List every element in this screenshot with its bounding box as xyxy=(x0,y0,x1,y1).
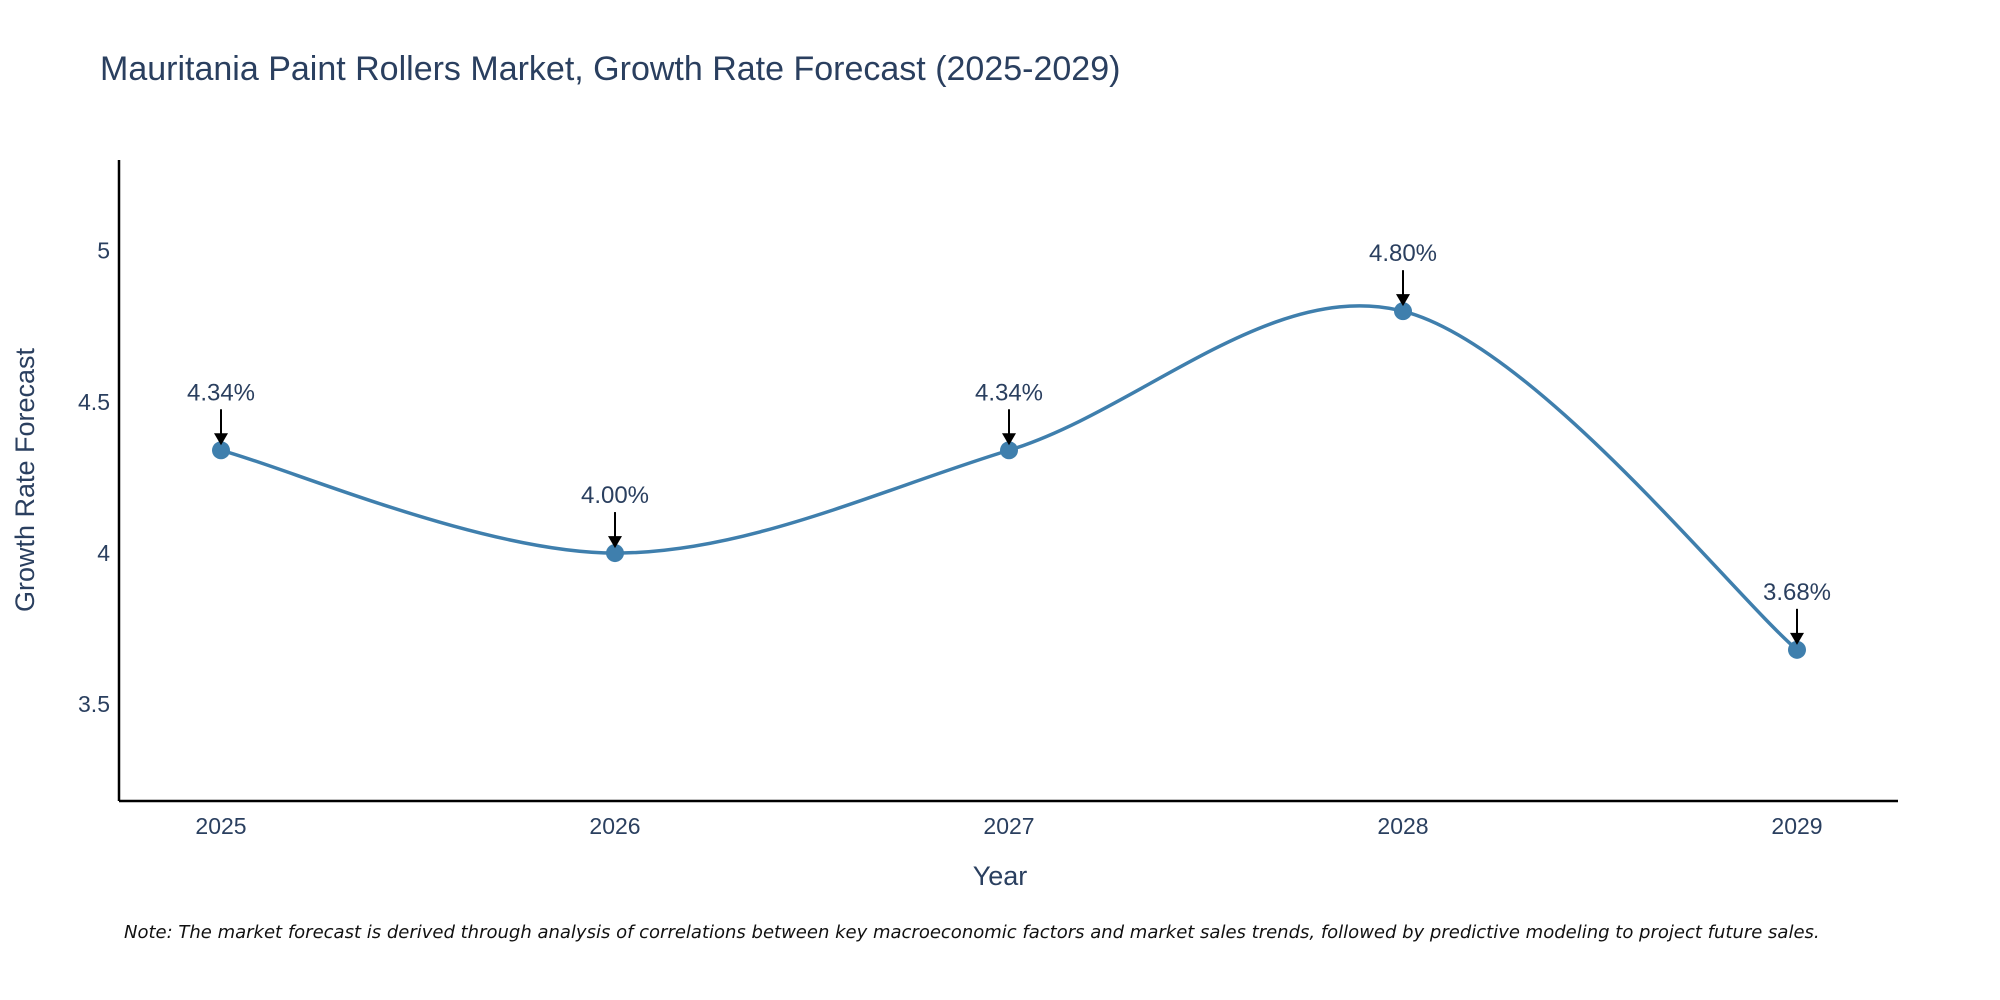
footnote: Note: The market forecast is derived thr… xyxy=(124,922,1820,943)
annotation-arrowhead-2026 xyxy=(608,536,622,549)
y-axis-title: Growth Rate Forecast xyxy=(10,347,40,612)
data-label-2025: 4.34% xyxy=(187,379,255,406)
data-point-2025 xyxy=(212,441,230,460)
y-tick-label: 3.5 xyxy=(78,691,110,717)
annotation-arrowhead-2028 xyxy=(1396,294,1410,307)
y-tick-label: 5 xyxy=(97,238,110,264)
x-axis-ticks: 2025 2026 2027 2028 2029 xyxy=(195,813,1822,839)
data-point-2029 xyxy=(1788,640,1806,659)
data-point-2028 xyxy=(1394,302,1412,321)
annotation-arrowhead-2025 xyxy=(214,433,228,446)
data-label-2026: 4.00% xyxy=(581,482,649,509)
annotation-arrowhead-2029 xyxy=(1790,632,1804,645)
chart-title: Mauritania Paint Rollers Market, Growth … xyxy=(100,50,1120,88)
y-tick-label: 4.5 xyxy=(78,389,110,415)
data-label-2027: 4.34% xyxy=(975,379,1043,406)
data-point-2027 xyxy=(1000,441,1018,460)
x-tick-label: 2027 xyxy=(983,813,1034,839)
annotation-layer: 4.34% 4.00% 4.34% 4.80% 3.68% xyxy=(187,240,1831,645)
x-tick-label: 2026 xyxy=(589,813,640,839)
x-axis-title: Year xyxy=(973,861,1028,891)
data-label-2029: 3.68% xyxy=(1763,579,1831,606)
data-label-2028: 4.80% xyxy=(1369,240,1437,267)
axes xyxy=(117,160,1898,803)
y-axis-ticks: 3.5 4 4.5 5 xyxy=(78,238,110,718)
series-layer xyxy=(212,302,1806,659)
annotation-arrowhead-2027 xyxy=(1002,433,1016,446)
x-tick-label: 2025 xyxy=(195,813,246,839)
x-tick-label: 2029 xyxy=(1771,813,1822,839)
x-tick-label: 2028 xyxy=(1377,813,1428,839)
y-tick-label: 4 xyxy=(97,540,110,566)
data-point-2026 xyxy=(606,544,624,563)
series-line xyxy=(220,304,1799,652)
